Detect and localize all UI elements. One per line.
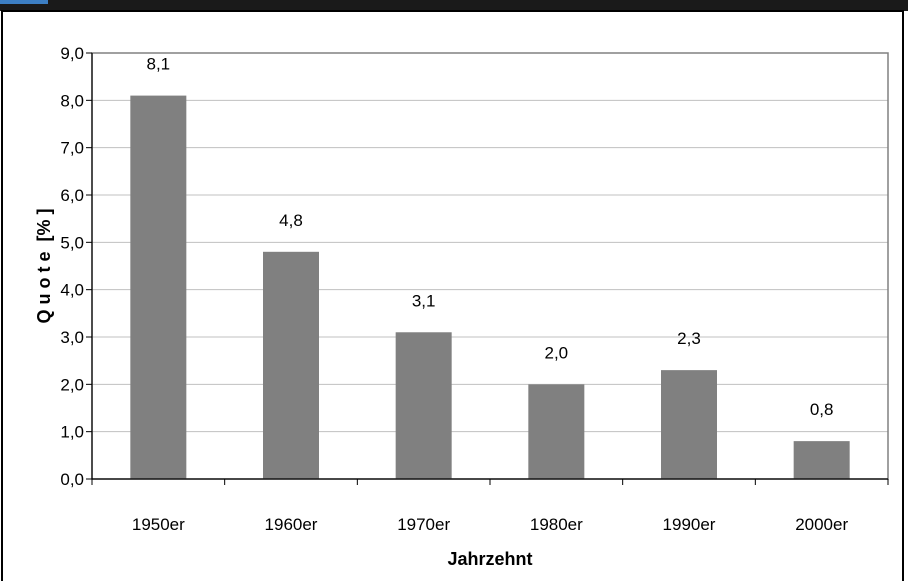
y-axis-title: Q u o t e [% ] [34, 209, 54, 324]
axes [86, 52, 889, 485]
plot-area-border [91, 52, 889, 480]
x-tick-label: 2000er [795, 515, 848, 534]
x-axis-title: Jahrzehnt [447, 549, 532, 569]
x-tick-label: 1970er [397, 515, 450, 534]
top-bar [0, 0, 908, 11]
data-label: 2,0 [545, 343, 569, 362]
y-tick-label: 8,0 [60, 91, 84, 110]
bar-1970er [395, 332, 452, 479]
y-tick-label: 4,0 [60, 281, 84, 300]
bar-1980er [528, 384, 585, 479]
y-tick-label: 9,0 [60, 44, 84, 63]
data-label: 2,3 [677, 329, 701, 348]
data-label: 4,8 [279, 211, 303, 230]
y-tick-label: 7,0 [60, 139, 84, 158]
y-tick-labels: 0,0 1,0 2,0 3,0 4,0 5,0 6,0 7,0 8,0 9,0 [60, 44, 84, 489]
gridlines [92, 99, 888, 433]
bar-1960er [263, 251, 319, 479]
data-label: 3,1 [412, 291, 436, 310]
top-accent [0, 0, 48, 4]
bars [130, 95, 850, 479]
x-tick-labels: 1950er 1960er 1970er 1980er 1990er 2000er [132, 515, 849, 534]
y-tick-label: 0,0 [60, 470, 84, 489]
x-tick-label: 1990er [663, 515, 716, 534]
bar-2000er [793, 441, 850, 479]
outer-border [1, 10, 904, 581]
x-tick-label: 1950er [132, 515, 185, 534]
data-labels: 8,1 4,8 3,1 2,0 2,3 0,8 [147, 55, 834, 420]
y-tick-label: 6,0 [60, 186, 84, 205]
y-tick-label: 2,0 [60, 375, 84, 394]
x-tick-label: 1960er [265, 515, 318, 534]
bar-1990er [661, 370, 717, 479]
data-label: 0,8 [810, 400, 834, 419]
y-tick-label: 5,0 [60, 233, 84, 252]
y-tick-label: 1,0 [60, 423, 84, 442]
data-label: 8,1 [147, 55, 171, 74]
x-tick-label: 1980er [530, 515, 583, 534]
y-tick-label: 3,0 [60, 328, 84, 347]
bar-1950er [130, 95, 187, 479]
